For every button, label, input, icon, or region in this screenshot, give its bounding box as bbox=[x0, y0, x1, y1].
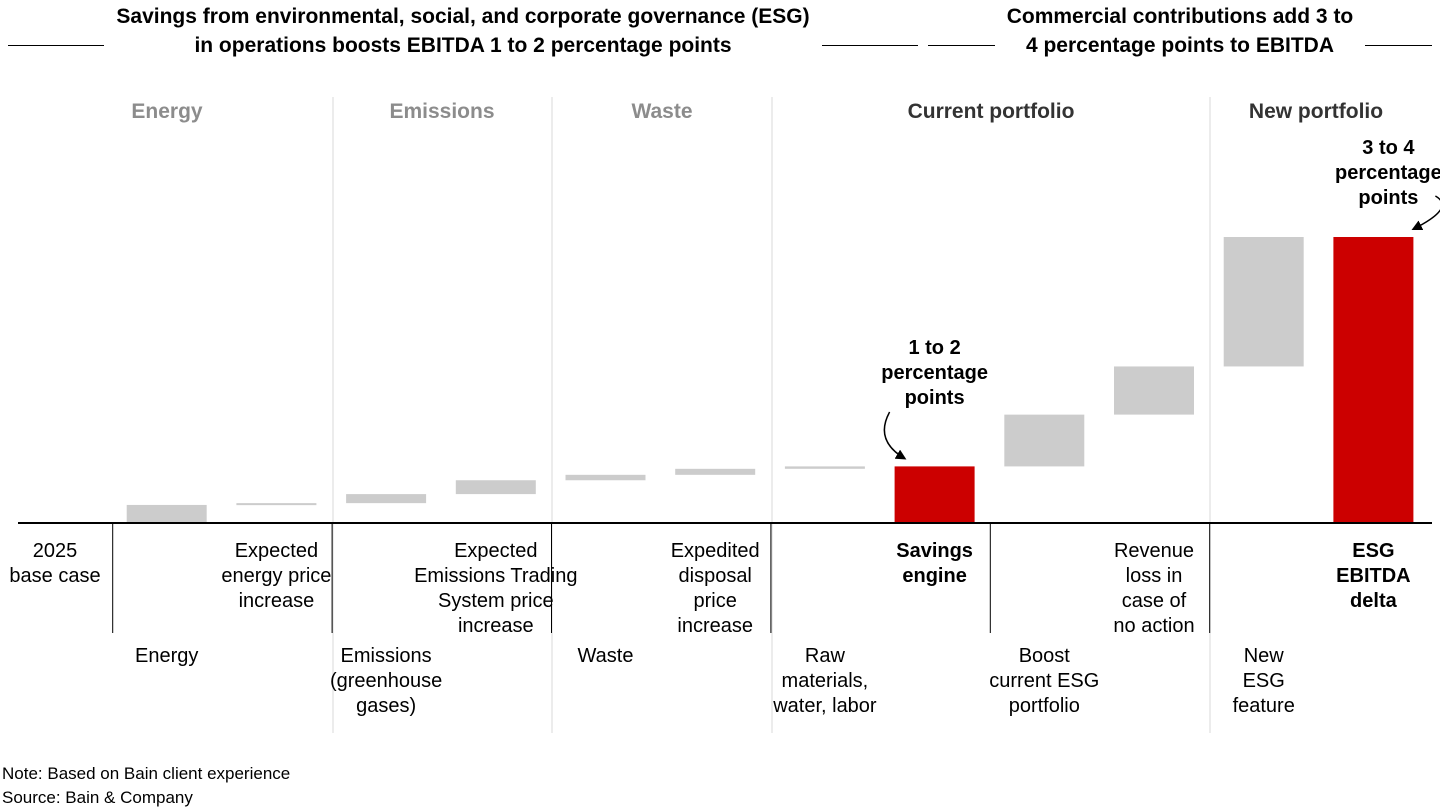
total-bar bbox=[894, 466, 975, 523]
group-label: New portfolio bbox=[1249, 100, 1383, 123]
step-bar bbox=[346, 494, 427, 504]
header-left: Savings from environmental, social, and … bbox=[8, 2, 918, 60]
header-right: Commercial contributions add 3 to 4 perc… bbox=[928, 2, 1432, 60]
annotation-label: 3 to 4 percentage points bbox=[1335, 137, 1440, 209]
step-bar bbox=[126, 504, 207, 523]
category-label: Expected energy price increase bbox=[221, 540, 331, 612]
group-label: Waste bbox=[631, 100, 692, 123]
group-label: Emissions bbox=[389, 100, 494, 123]
category-label: ESG EBITDA delta bbox=[1336, 540, 1410, 612]
step-bar bbox=[565, 474, 646, 481]
total-bar bbox=[1333, 237, 1414, 523]
annotation-arrow bbox=[1411, 195, 1440, 230]
step-bar bbox=[675, 468, 756, 475]
category-label: New ESG feature bbox=[1233, 645, 1295, 717]
category-label: Savings engine bbox=[896, 540, 973, 587]
category-label: Raw materials, water, labor bbox=[772, 645, 877, 717]
waterfall-chart: Energy Emissions Waste Current portfolio New… bbox=[9, 97, 1440, 733]
step-bar bbox=[784, 466, 865, 469]
source-note: Source: Bain & Company bbox=[2, 788, 193, 807]
category-label: Expedited disposal price increase bbox=[671, 540, 760, 637]
annotation-arrow bbox=[883, 411, 907, 460]
category-label: Expected Emissions Trading System price inc… bbox=[414, 540, 577, 637]
category-label: Energy bbox=[135, 645, 198, 667]
annotation-label: 1 to 2 percentage points bbox=[881, 337, 988, 409]
step-bar bbox=[236, 503, 317, 506]
category-label: Boost current ESG portfolio bbox=[989, 645, 1099, 717]
category-label: Waste bbox=[578, 645, 634, 667]
category-label: Revenue loss in case of no action bbox=[1113, 540, 1194, 637]
group-label: Energy bbox=[131, 100, 203, 123]
step-bar bbox=[455, 480, 536, 495]
step-bar bbox=[1114, 366, 1194, 415]
header-right-text: Commercial contributions add 3 to 4 perc… bbox=[994, 2, 1366, 60]
step-bar bbox=[1223, 237, 1304, 367]
category-label: 2025 base case bbox=[9, 540, 100, 587]
footnote: Note: Based on Bain client experience bbox=[2, 764, 291, 783]
header-left-text: Savings from environmental, social, and … bbox=[104, 2, 822, 60]
group-label: Current portfolio bbox=[908, 100, 1075, 123]
category-label: Emissions (greenhouse gases) bbox=[330, 645, 442, 717]
step-bar bbox=[1004, 414, 1085, 467]
